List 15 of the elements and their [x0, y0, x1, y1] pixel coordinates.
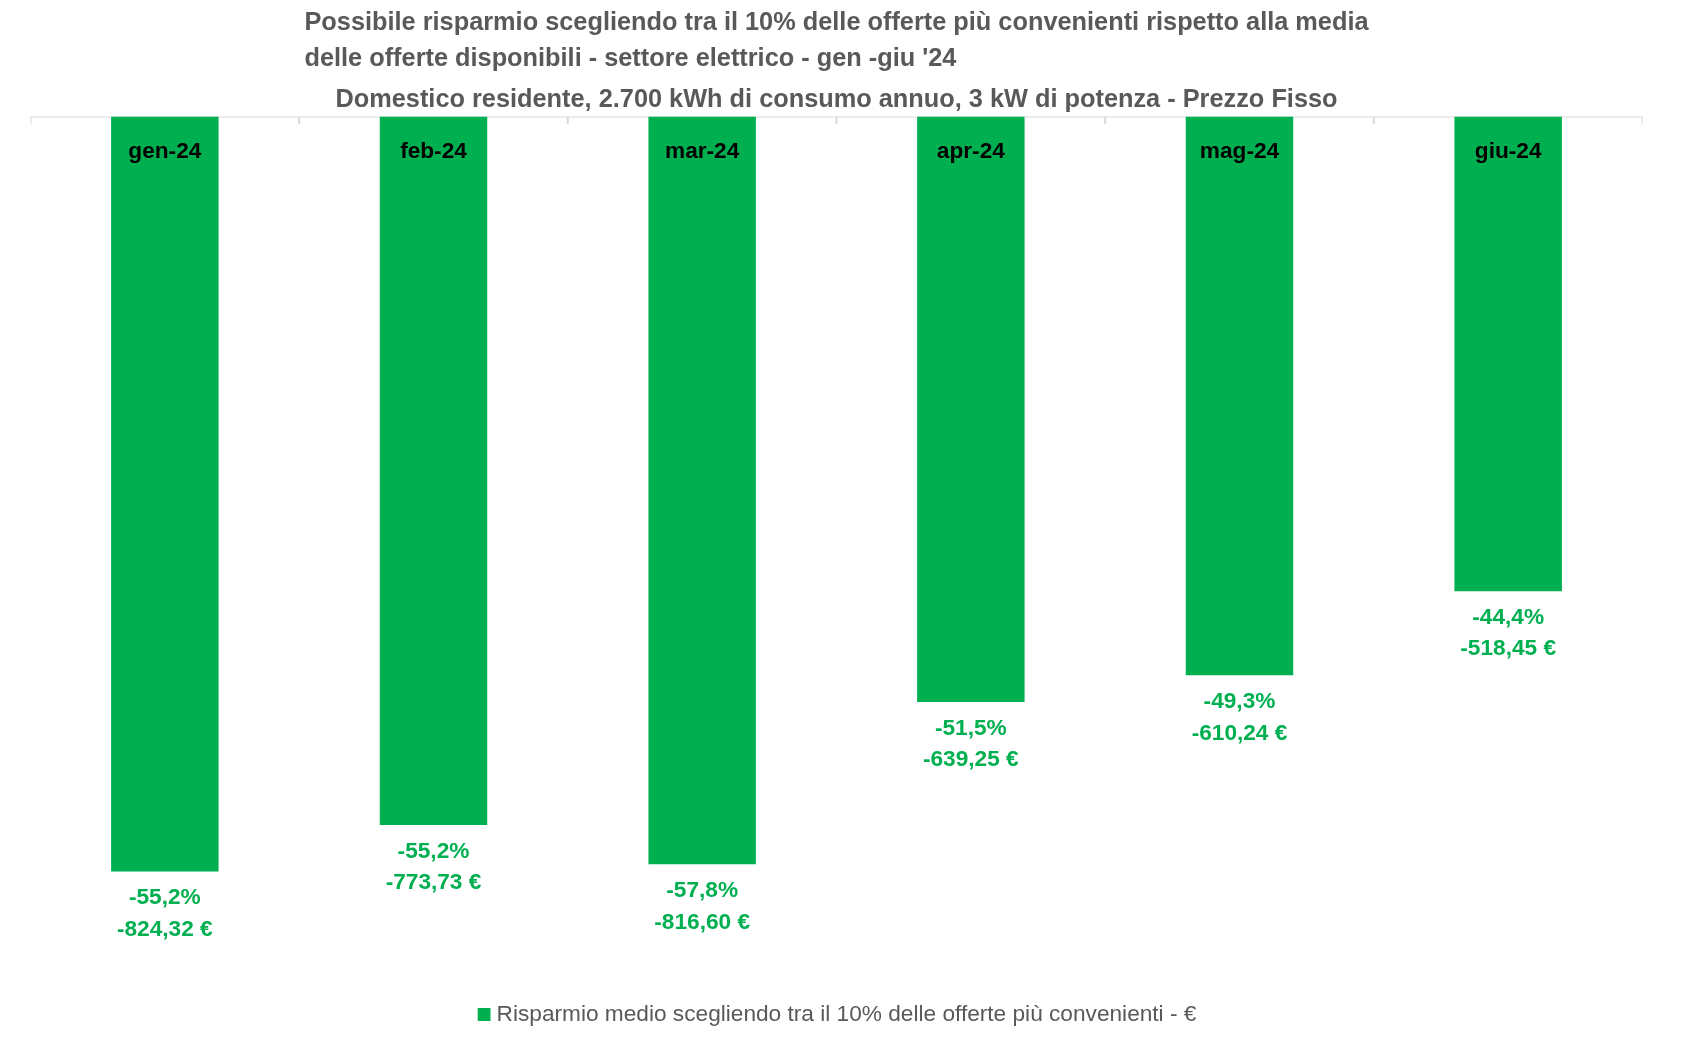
x-tick-label: mag-24 — [1199, 136, 1280, 163]
x-tick-label: giu-24 — [1474, 136, 1542, 163]
data-label: -55,2% -824,32 € — [116, 883, 214, 941]
x-tick-label: gen-24 — [128, 136, 202, 163]
data-label: -51,5% -639,25 € — [922, 713, 1020, 772]
chart-subtitle: Domestico residente, 2.700 kWh di consumo annuo, 3 kW di potenza - Prezzo Fisso — [335, 83, 1338, 112]
data-label: -57,8% -816,60 € — [654, 876, 751, 934]
x-tick-label: apr-24 — [936, 136, 1006, 163]
legend-label: Risparmio medio scegliendo tra il 10% delle offerte più convenienti - € — [496, 1000, 1197, 1027]
x-tick-label: mar-24 — [665, 136, 740, 163]
data-label: -49,3% -610,24 € — [1191, 687, 1288, 745]
chart-title: Possibile risparmio scegliendo tra il 10% delle offerte più convenienti rispetto alla media delle offerte disponibili - settore elettrico - gen -giu '24 — [304, 7, 1370, 72]
data-label: -55,2% -773,73 € — [385, 837, 482, 895]
x-tick-label: feb-24 — [400, 136, 468, 163]
data-label: -44,4% -518,45 € — [1460, 603, 1557, 661]
